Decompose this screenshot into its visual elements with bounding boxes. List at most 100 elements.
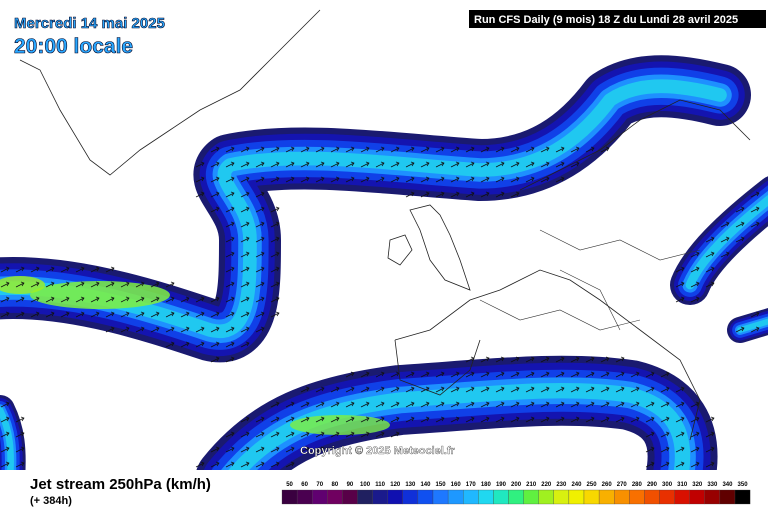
wind-arrow	[660, 401, 670, 408]
wind-arrow	[540, 176, 550, 183]
scale-swatch	[312, 489, 328, 505]
wind-arrow	[15, 446, 25, 453]
wind-arrow	[735, 206, 745, 213]
wind-arrow	[525, 356, 535, 363]
wind-arrow	[600, 146, 610, 153]
scale-label: 250	[587, 482, 598, 488]
wind-arrow	[510, 356, 520, 363]
wind-arrow	[255, 296, 265, 303]
wind-arrow	[360, 161, 370, 168]
wind-arrow	[585, 146, 595, 153]
wind-arrow	[450, 371, 460, 378]
wind-arrow	[570, 386, 580, 393]
scale-label: 320	[692, 482, 703, 488]
wind-arrow	[585, 371, 595, 378]
wind-arrow	[540, 161, 550, 168]
scale-swatch	[689, 489, 705, 505]
coastlines	[19, 9, 751, 441]
wind-arrow	[165, 296, 175, 303]
scale-swatch	[402, 489, 419, 505]
wind-arrow	[210, 146, 220, 153]
wind-arrow	[240, 221, 250, 228]
scale-label: 120	[390, 482, 401, 488]
wind-arrow	[210, 326, 220, 333]
wind-arrow	[540, 401, 550, 408]
wind-arrow	[255, 431, 265, 438]
wind-arrow	[255, 251, 265, 258]
wind-arrow	[510, 161, 520, 168]
forecast-date: Mercredi 14 mai 2025	[14, 15, 165, 32]
wind-arrow	[255, 446, 265, 453]
wind-arrow	[165, 311, 175, 318]
jet-core	[290, 415, 390, 435]
wind-arrow	[735, 236, 745, 243]
wind-arrow	[495, 191, 505, 198]
wind-arrow	[270, 176, 280, 183]
wind-arrow	[255, 161, 265, 168]
wind-arrow	[345, 176, 355, 183]
wind-arrow	[0, 431, 10, 438]
wind-arrow	[645, 461, 655, 468]
scale-swatch	[357, 489, 373, 505]
wind-arrow	[510, 191, 520, 198]
scale-label: 70	[316, 482, 323, 488]
wind-arrow	[60, 296, 70, 303]
wind-arrow	[300, 176, 310, 183]
wind-arrow	[90, 311, 100, 318]
wind-arrow	[240, 251, 250, 258]
watermark: Copyright © 2025 Meteociel.fr	[300, 445, 456, 457]
wind-arrow	[360, 386, 370, 393]
wind-arrow	[360, 371, 370, 378]
wind-arrow	[450, 191, 460, 198]
wind-arrow	[540, 146, 550, 153]
wind-arrow	[480, 416, 490, 423]
wind-arrow	[660, 461, 670, 468]
wind-arrow	[315, 446, 325, 453]
wind-arrow	[255, 326, 265, 333]
jet-core	[30, 281, 170, 309]
wind-arrow	[270, 431, 280, 438]
wind-arrow	[360, 431, 370, 438]
wind-arrow	[750, 326, 760, 333]
wind-arrow	[390, 401, 400, 408]
wind-arrow	[225, 191, 235, 198]
wind-arrow	[540, 356, 550, 363]
wind-arrow	[240, 281, 250, 288]
scale-swatch	[674, 489, 690, 505]
wind-arrow	[630, 416, 640, 423]
wind-arrow	[345, 371, 355, 378]
wind-arrow	[615, 401, 625, 408]
wind-arrow	[135, 326, 145, 333]
wind-arrow	[105, 281, 115, 288]
wind-arrow	[645, 371, 655, 378]
wind-arrow	[675, 281, 685, 288]
wind-arrow	[525, 401, 535, 408]
wind-arrow	[630, 371, 640, 378]
wind-arrow	[465, 386, 475, 393]
wind-arrow	[270, 236, 280, 243]
wind-arrow	[0, 266, 10, 273]
wind-arrow	[375, 161, 385, 168]
wind-arrow	[30, 296, 40, 303]
wind-arrow	[75, 311, 85, 318]
wind-arrow	[150, 296, 160, 303]
wind-arrow	[705, 416, 715, 423]
scale-label: 220	[541, 482, 552, 488]
wind-arrow	[240, 296, 250, 303]
wind-arrow	[225, 251, 235, 258]
wind-arrow	[600, 416, 610, 423]
wind-arrow	[555, 146, 565, 153]
wind-arrow	[390, 386, 400, 393]
wind-arrow	[270, 206, 280, 213]
wind-arrow	[495, 146, 505, 153]
wind-arrow	[15, 431, 25, 438]
wind-arrow	[495, 401, 505, 408]
wind-arrow	[675, 386, 685, 393]
wind-arrow	[330, 161, 340, 168]
wind-arrow	[120, 311, 130, 318]
wind-arrow	[510, 146, 520, 153]
wind-arrow	[570, 161, 580, 168]
scale-label: 90	[347, 482, 354, 488]
wind-arrow	[570, 401, 580, 408]
wind-arrow	[540, 386, 550, 393]
